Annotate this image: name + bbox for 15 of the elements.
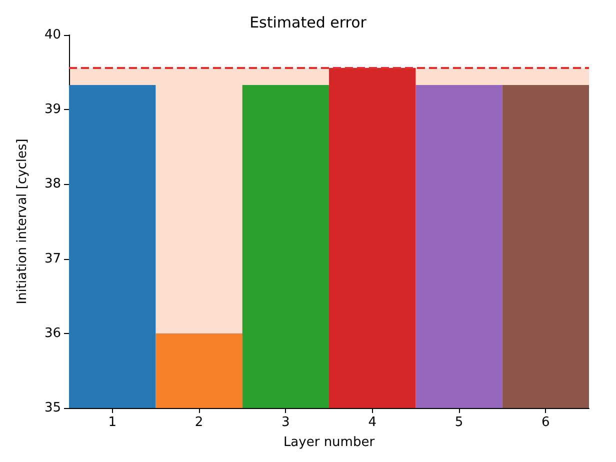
y-tick-label: 37 [44,251,61,266]
y-tick-label: 40 [44,28,61,42]
x-tick-label: 6 [542,415,550,430]
x-axis-title: Layer number [283,435,376,450]
y-tick-label: 39 [44,102,61,118]
y-tick-label: 38 [44,176,61,192]
chart-title: Estimated error [250,14,368,32]
y-tick-label: 35 [44,400,61,416]
x-tick-label: 5 [454,415,464,430]
x-tick-label: 4 [368,415,376,430]
x-tick-label: 1 [108,415,116,430]
y-tick-label: 36 [44,326,61,341]
x-tick-label: 3 [282,415,290,430]
y-axis-title: Initiation interval [cycles] [15,138,30,304]
x-tick-label: 2 [194,415,204,430]
